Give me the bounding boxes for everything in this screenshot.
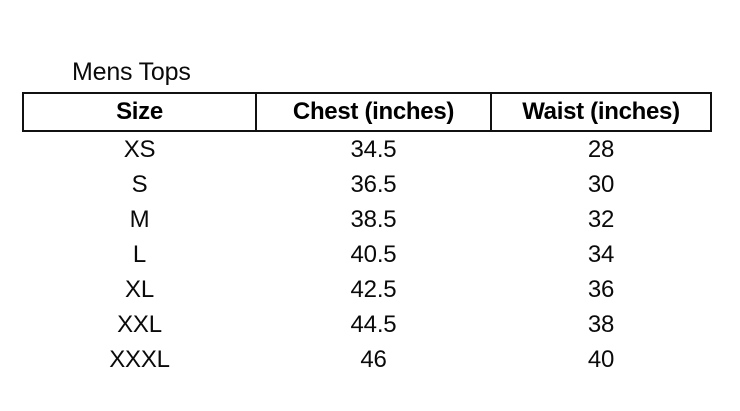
cell-size: S bbox=[23, 167, 256, 202]
table-row: XXL 44.5 38 bbox=[23, 307, 711, 342]
table-row: L 40.5 34 bbox=[23, 237, 711, 272]
cell-size: XL bbox=[23, 272, 256, 307]
cell-chest: 36.5 bbox=[256, 167, 491, 202]
table-row: XL 42.5 36 bbox=[23, 272, 711, 307]
column-header-chest: Chest (inches) bbox=[255, 92, 492, 132]
table-row: XXXL 46 40 bbox=[23, 342, 711, 377]
table-body: XS 34.5 28 S 36.5 30 M 38.5 32 L 40.5 34… bbox=[23, 131, 711, 377]
cell-waist: 28 bbox=[491, 131, 711, 167]
cell-waist: 30 bbox=[491, 167, 711, 202]
cell-waist: 40 bbox=[491, 342, 711, 377]
cell-size: XXXL bbox=[23, 342, 256, 377]
table-row: M 38.5 32 bbox=[23, 202, 711, 237]
table-header-row: Size Chest (inches) Waist (inches) bbox=[22, 92, 712, 132]
cell-chest: 46 bbox=[256, 342, 491, 377]
cell-size: XXL bbox=[23, 307, 256, 342]
cell-chest: 38.5 bbox=[256, 202, 491, 237]
cell-waist: 34 bbox=[491, 237, 711, 272]
table-header: Size Chest (inches) Waist (inches) bbox=[22, 92, 712, 132]
column-header-waist: Waist (inches) bbox=[490, 92, 712, 132]
size-chart-table: Size Chest (inches) Waist (inches) XS 34… bbox=[22, 92, 712, 377]
cell-waist: 32 bbox=[491, 202, 711, 237]
cell-chest: 44.5 bbox=[256, 307, 491, 342]
cell-size: M bbox=[23, 202, 256, 237]
column-header-size: Size bbox=[22, 92, 257, 132]
cell-chest: 42.5 bbox=[256, 272, 491, 307]
cell-waist: 38 bbox=[491, 307, 711, 342]
page-title: Mens Tops bbox=[72, 58, 191, 86]
table-row: XS 34.5 28 bbox=[23, 131, 711, 167]
cell-size: XS bbox=[23, 131, 256, 167]
cell-size: L bbox=[23, 237, 256, 272]
cell-chest: 34.5 bbox=[256, 131, 491, 167]
cell-waist: 36 bbox=[491, 272, 711, 307]
cell-chest: 40.5 bbox=[256, 237, 491, 272]
table-row: S 36.5 30 bbox=[23, 167, 711, 202]
